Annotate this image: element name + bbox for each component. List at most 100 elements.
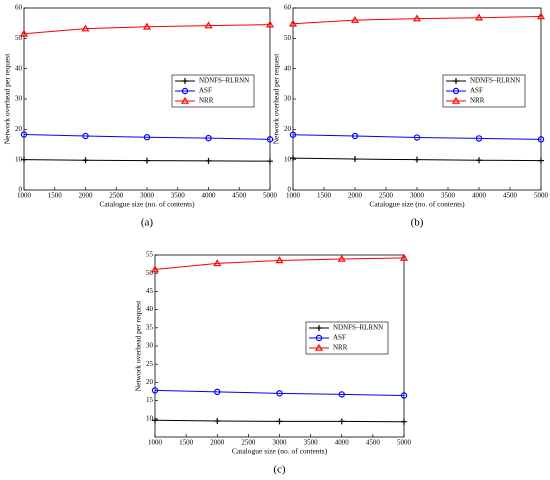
- marker: [214, 417, 221, 424]
- marker: [537, 136, 545, 143]
- marker: [276, 390, 283, 397]
- y-tick-label: 20: [284, 125, 292, 133]
- marker: [144, 157, 150, 164]
- marker: [538, 157, 544, 164]
- marker: [288, 19, 298, 27]
- marker: [151, 387, 159, 394]
- marker: [81, 24, 90, 32]
- legend-label: NRR: [333, 344, 348, 352]
- x-tick-label: 2000: [79, 192, 94, 200]
- series-line: [23, 133, 271, 140]
- marker: [350, 15, 360, 23]
- x-tick-label: 2000: [210, 439, 225, 447]
- y-tick-label: 40: [146, 305, 154, 313]
- y-tick-label: 60: [15, 4, 23, 12]
- x-tick-label: 2500: [241, 439, 256, 447]
- x-tick-label: 3000: [273, 439, 288, 447]
- marker: [289, 131, 297, 138]
- y-tick-label: 40: [15, 64, 23, 72]
- marker: [275, 256, 284, 264]
- x-tick-label: 1500: [48, 192, 63, 200]
- legend-label: ASF: [470, 87, 483, 95]
- legend-label: ASF: [199, 87, 212, 95]
- x-axis-label: Catalogue size (no. of contents): [369, 200, 465, 209]
- legend-box: [442, 74, 526, 108]
- marker: [266, 136, 274, 143]
- marker: [475, 135, 483, 142]
- legend-marker: [452, 87, 460, 95]
- marker: [20, 131, 28, 138]
- legend-marker: [453, 78, 459, 84]
- x-tick-label: 1000: [17, 192, 32, 200]
- marker: [351, 132, 359, 140]
- marker: [152, 417, 158, 424]
- x-tick-label: 1500: [179, 439, 194, 447]
- marker: [352, 156, 358, 163]
- marker: [338, 418, 345, 425]
- legend-marker: [314, 343, 324, 351]
- y-tick-label: 30: [15, 95, 23, 103]
- x-tick-label: 4000: [202, 192, 217, 200]
- x-tick-label: 1500: [317, 192, 332, 200]
- marker: [476, 157, 482, 164]
- x-tick-label: 3000: [410, 192, 425, 200]
- marker: [399, 253, 409, 261]
- y-tick-label: 40: [284, 64, 292, 72]
- legend-marker: [181, 87, 189, 95]
- marker: [401, 418, 407, 425]
- legend-marker: [180, 96, 190, 104]
- y-tick-label: 50: [146, 269, 154, 277]
- y-tick-label: 20: [15, 125, 23, 133]
- marker: [290, 155, 296, 162]
- marker: [205, 157, 212, 164]
- marker: [400, 392, 408, 399]
- y-tick-label: 55: [146, 251, 154, 259]
- marker: [337, 254, 346, 262]
- caption: (c): [273, 464, 286, 476]
- x-tick-label: 5000: [263, 192, 278, 200]
- x-tick-label: 4500: [232, 192, 247, 200]
- marker: [338, 391, 345, 398]
- x-tick-label: 4500: [366, 439, 381, 447]
- marker: [214, 388, 221, 396]
- marker: [142, 22, 152, 30]
- legend-marker: [451, 96, 461, 104]
- x-tick-label: 5000: [534, 192, 549, 200]
- x-tick-label: 1000: [286, 192, 301, 200]
- x-tick-label: 4500: [503, 192, 518, 200]
- marker: [205, 134, 212, 142]
- legend-marker: [316, 325, 322, 331]
- x-tick-label: 2000: [348, 192, 363, 200]
- x-tick-label: 4000: [472, 192, 487, 200]
- marker: [21, 156, 27, 163]
- x-tick-label: 4000: [335, 439, 350, 447]
- y-axis-label: Network overhead per request: [134, 300, 143, 392]
- marker: [213, 259, 222, 267]
- x-tick-label: 3500: [304, 439, 319, 447]
- marker: [82, 157, 89, 164]
- marker: [150, 265, 160, 273]
- y-tick-label: 10: [284, 155, 292, 163]
- legend-label: NRR: [199, 97, 214, 105]
- y-tick-label: 0: [19, 186, 23, 194]
- marker: [276, 418, 283, 425]
- y-tick-label: 20: [146, 378, 154, 386]
- y-tick-label: 35: [146, 323, 154, 331]
- y-axis-label: Network overhead per request: [3, 53, 12, 145]
- y-tick-label: 10: [15, 155, 23, 163]
- x-tick-label: 3500: [441, 192, 456, 200]
- y-tick-label: 30: [284, 95, 292, 103]
- legend-label: ASF: [333, 334, 346, 342]
- y-tick-label: 50: [284, 34, 292, 42]
- series-line: [154, 257, 405, 271]
- marker: [474, 13, 484, 21]
- legend-marker: [182, 78, 188, 84]
- y-axis-label: Network overhead per request: [272, 53, 281, 145]
- legend-label: NDNFS–RLRNN: [199, 77, 249, 85]
- marker: [536, 12, 546, 20]
- y-tick-label: 10: [146, 414, 154, 422]
- caption: (b): [411, 217, 424, 229]
- y-tick-label: 50: [15, 34, 23, 42]
- legend-label: NDNFS–RLRNN: [470, 77, 520, 85]
